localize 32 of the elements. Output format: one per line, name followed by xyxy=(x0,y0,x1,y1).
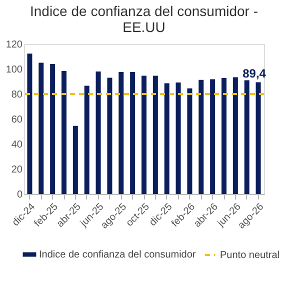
bar xyxy=(118,72,124,194)
bar xyxy=(198,80,204,194)
bar xyxy=(187,88,192,194)
y-tick-label: 60 xyxy=(11,114,23,126)
bar xyxy=(256,82,261,194)
data-label: 89,4 xyxy=(242,66,266,80)
bar xyxy=(164,83,170,194)
bar xyxy=(50,64,56,194)
bar xyxy=(62,71,66,194)
bar xyxy=(152,76,158,194)
y-tick-label: 80 xyxy=(11,90,23,100)
bar xyxy=(72,126,78,194)
bar xyxy=(222,78,226,194)
y-tick-label: 40 xyxy=(11,140,23,150)
bar xyxy=(244,80,250,194)
bar xyxy=(96,72,101,194)
bar xyxy=(210,79,216,194)
bar xyxy=(107,78,112,194)
y-tick-label: 100 xyxy=(6,64,23,76)
chart-title: Indice de confianza del consumidor - EE.UU xyxy=(30,3,258,35)
bar xyxy=(232,77,238,194)
y-tick-label: 120 xyxy=(6,40,23,50)
bar xyxy=(84,86,90,194)
bar xyxy=(142,76,146,194)
bar xyxy=(27,54,32,194)
y-tick-label: 0 xyxy=(16,190,23,200)
legend-label: Punto neutral xyxy=(220,250,280,261)
bar xyxy=(38,62,44,194)
bar xyxy=(130,72,136,194)
bar xyxy=(176,82,181,194)
y-tick-label: 20 xyxy=(11,164,23,176)
legend-label: Indice de confianza del consumidor xyxy=(39,250,196,260)
